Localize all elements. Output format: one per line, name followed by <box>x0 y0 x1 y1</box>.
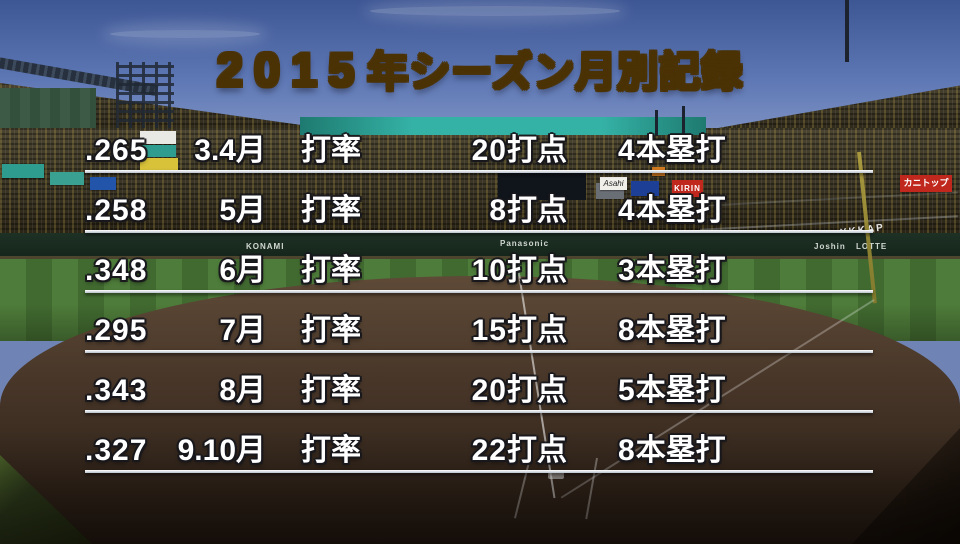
left-sign-teal <box>2 164 44 178</box>
record-hr: 8本塁打 <box>618 424 848 472</box>
record-month: 3.4月 <box>194 134 266 167</box>
record-rbi-value: 20 <box>471 134 507 167</box>
record-hr: 3本塁打 <box>618 244 848 292</box>
record-avg-value: .343 <box>85 374 148 407</box>
record-avg-label: 打率 <box>301 254 361 287</box>
fence-ad-joshin: Joshin <box>814 242 846 251</box>
record-hr-value: 4 <box>618 134 636 167</box>
record-rbi-suffix: 打点 <box>507 134 567 167</box>
record-rbi: 10打点 <box>407 244 567 292</box>
title-year: 2015 <box>216 43 366 96</box>
record-hr-suffix: 本塁打 <box>635 374 726 407</box>
record-month: 6月 <box>219 254 266 287</box>
tower-sign-yellow <box>140 158 178 172</box>
left-sign-blue <box>90 177 116 190</box>
billboard-mizuno-blue <box>631 181 659 196</box>
record-hr-value: 8 <box>618 434 636 467</box>
record-row-jul: 7月 打率 .295 15打点 8本塁打 <box>85 304 873 352</box>
record-avg-value: .295 <box>85 314 148 347</box>
record-rbi-value: 15 <box>471 314 507 347</box>
record-hr: 4本塁打 <box>618 124 848 172</box>
record-rbi-value: 22 <box>471 434 507 467</box>
bottom-vignette <box>0 430 960 544</box>
row-separator <box>85 350 873 353</box>
record-rbi: 20打点 <box>407 364 567 412</box>
record-hr-suffix: 本塁打 <box>635 254 726 287</box>
fence-ad-lotte: LOTTE <box>856 242 888 251</box>
record-rbi-value: 10 <box>471 254 507 287</box>
fence-ad-panasonic: Panasonic <box>500 239 550 248</box>
billboard-kirin-label: KIRIN <box>674 184 701 193</box>
row-separator <box>85 410 873 413</box>
record-row-sep-oct: 9.10月 打率 .327 22打点 8本塁打 <box>85 424 873 472</box>
record-rbi: 15打点 <box>407 304 567 352</box>
record-month: 8月 <box>219 374 266 407</box>
billboard-asahi-label: Asahi <box>603 179 624 188</box>
billboard-asahi: Asahi <box>600 177 627 190</box>
row-separator <box>85 290 873 293</box>
record-avg-label: 打率 <box>301 314 361 347</box>
right-tower-pole <box>845 0 849 62</box>
tower-sign-white <box>140 131 176 144</box>
record-hr: 5本塁打 <box>618 364 848 412</box>
record-rbi: 8打点 <box>407 184 567 232</box>
record-row-may: 5月 打率 .258 8打点 4本塁打 <box>85 184 873 232</box>
billboard-kanitop: カニトップ <box>900 175 952 192</box>
record-avg-value: .258 <box>85 194 148 227</box>
fence-ad-konami: KONAMI <box>246 242 285 251</box>
record-hr-value: 4 <box>618 194 636 227</box>
record-row-jun: 6月 打率 .348 10打点 3本塁打 <box>85 244 873 292</box>
billboard-kirin: KIRIN <box>672 180 703 197</box>
row-separator <box>85 230 873 233</box>
record-rbi: 20打点 <box>407 124 567 172</box>
tower-sign-teal <box>142 145 176 157</box>
billboard-kanitop-label: カニトップ <box>903 178 949 188</box>
record-avg-value: .348 <box>85 254 148 287</box>
record-hr: 4本塁打 <box>618 184 848 232</box>
antenna-pole <box>655 110 658 136</box>
record-month: 9.10月 <box>177 434 266 467</box>
batters-eye-wall <box>300 117 706 135</box>
record-rbi: 22打点 <box>407 424 567 472</box>
antenna-pole <box>682 106 685 136</box>
record-avg-label: 打率 <box>301 374 361 407</box>
record-avg-label: 打率 <box>301 434 361 467</box>
record-hr-suffix: 本塁打 <box>635 434 726 467</box>
record-rbi-suffix: 打点 <box>507 194 567 227</box>
record-hr-value: 8 <box>618 314 636 347</box>
row-separator <box>85 170 873 173</box>
record-month: 5月 <box>219 194 266 227</box>
page-title: 2015年シーズン月別記録 <box>0 38 960 98</box>
record-hr-suffix: 本塁打 <box>635 134 726 167</box>
record-hr-suffix: 本塁打 <box>635 314 726 347</box>
record-avg-value: .265 <box>85 134 148 167</box>
row-separator <box>85 470 873 473</box>
cloud <box>110 30 260 38</box>
cloud <box>370 6 620 16</box>
record-rbi-suffix: 打点 <box>507 254 567 287</box>
record-rbi-value: 8 <box>489 194 507 227</box>
record-rbi-suffix: 打点 <box>507 314 567 347</box>
left-sign-teal2 <box>50 172 84 185</box>
record-hr-value: 5 <box>618 374 636 407</box>
record-rbi-suffix: 打点 <box>507 434 567 467</box>
record-month: 7月 <box>219 314 266 347</box>
scoreboard-silhouette <box>498 172 586 200</box>
record-hr-suffix: 本塁打 <box>635 194 726 227</box>
record-rbi-suffix: 打点 <box>507 374 567 407</box>
record-hr: 8本塁打 <box>618 304 848 352</box>
record-row-mar-apr: 3.4月 打率 .265 20打点 4本塁打 <box>85 124 873 172</box>
record-avg-label: 打率 <box>301 194 361 227</box>
record-rbi-value: 20 <box>471 374 507 407</box>
title-text: 年シーズン月別記録 <box>367 49 744 95</box>
record-avg-label: 打率 <box>301 134 361 167</box>
record-avg-value: .327 <box>85 434 148 467</box>
record-row-aug: 8月 打率 .343 20打点 5本塁打 <box>85 364 873 412</box>
outfield-fence: KONAMI Panasonic Joshin LOTTE <box>0 233 960 259</box>
record-hr-value: 3 <box>618 254 636 287</box>
